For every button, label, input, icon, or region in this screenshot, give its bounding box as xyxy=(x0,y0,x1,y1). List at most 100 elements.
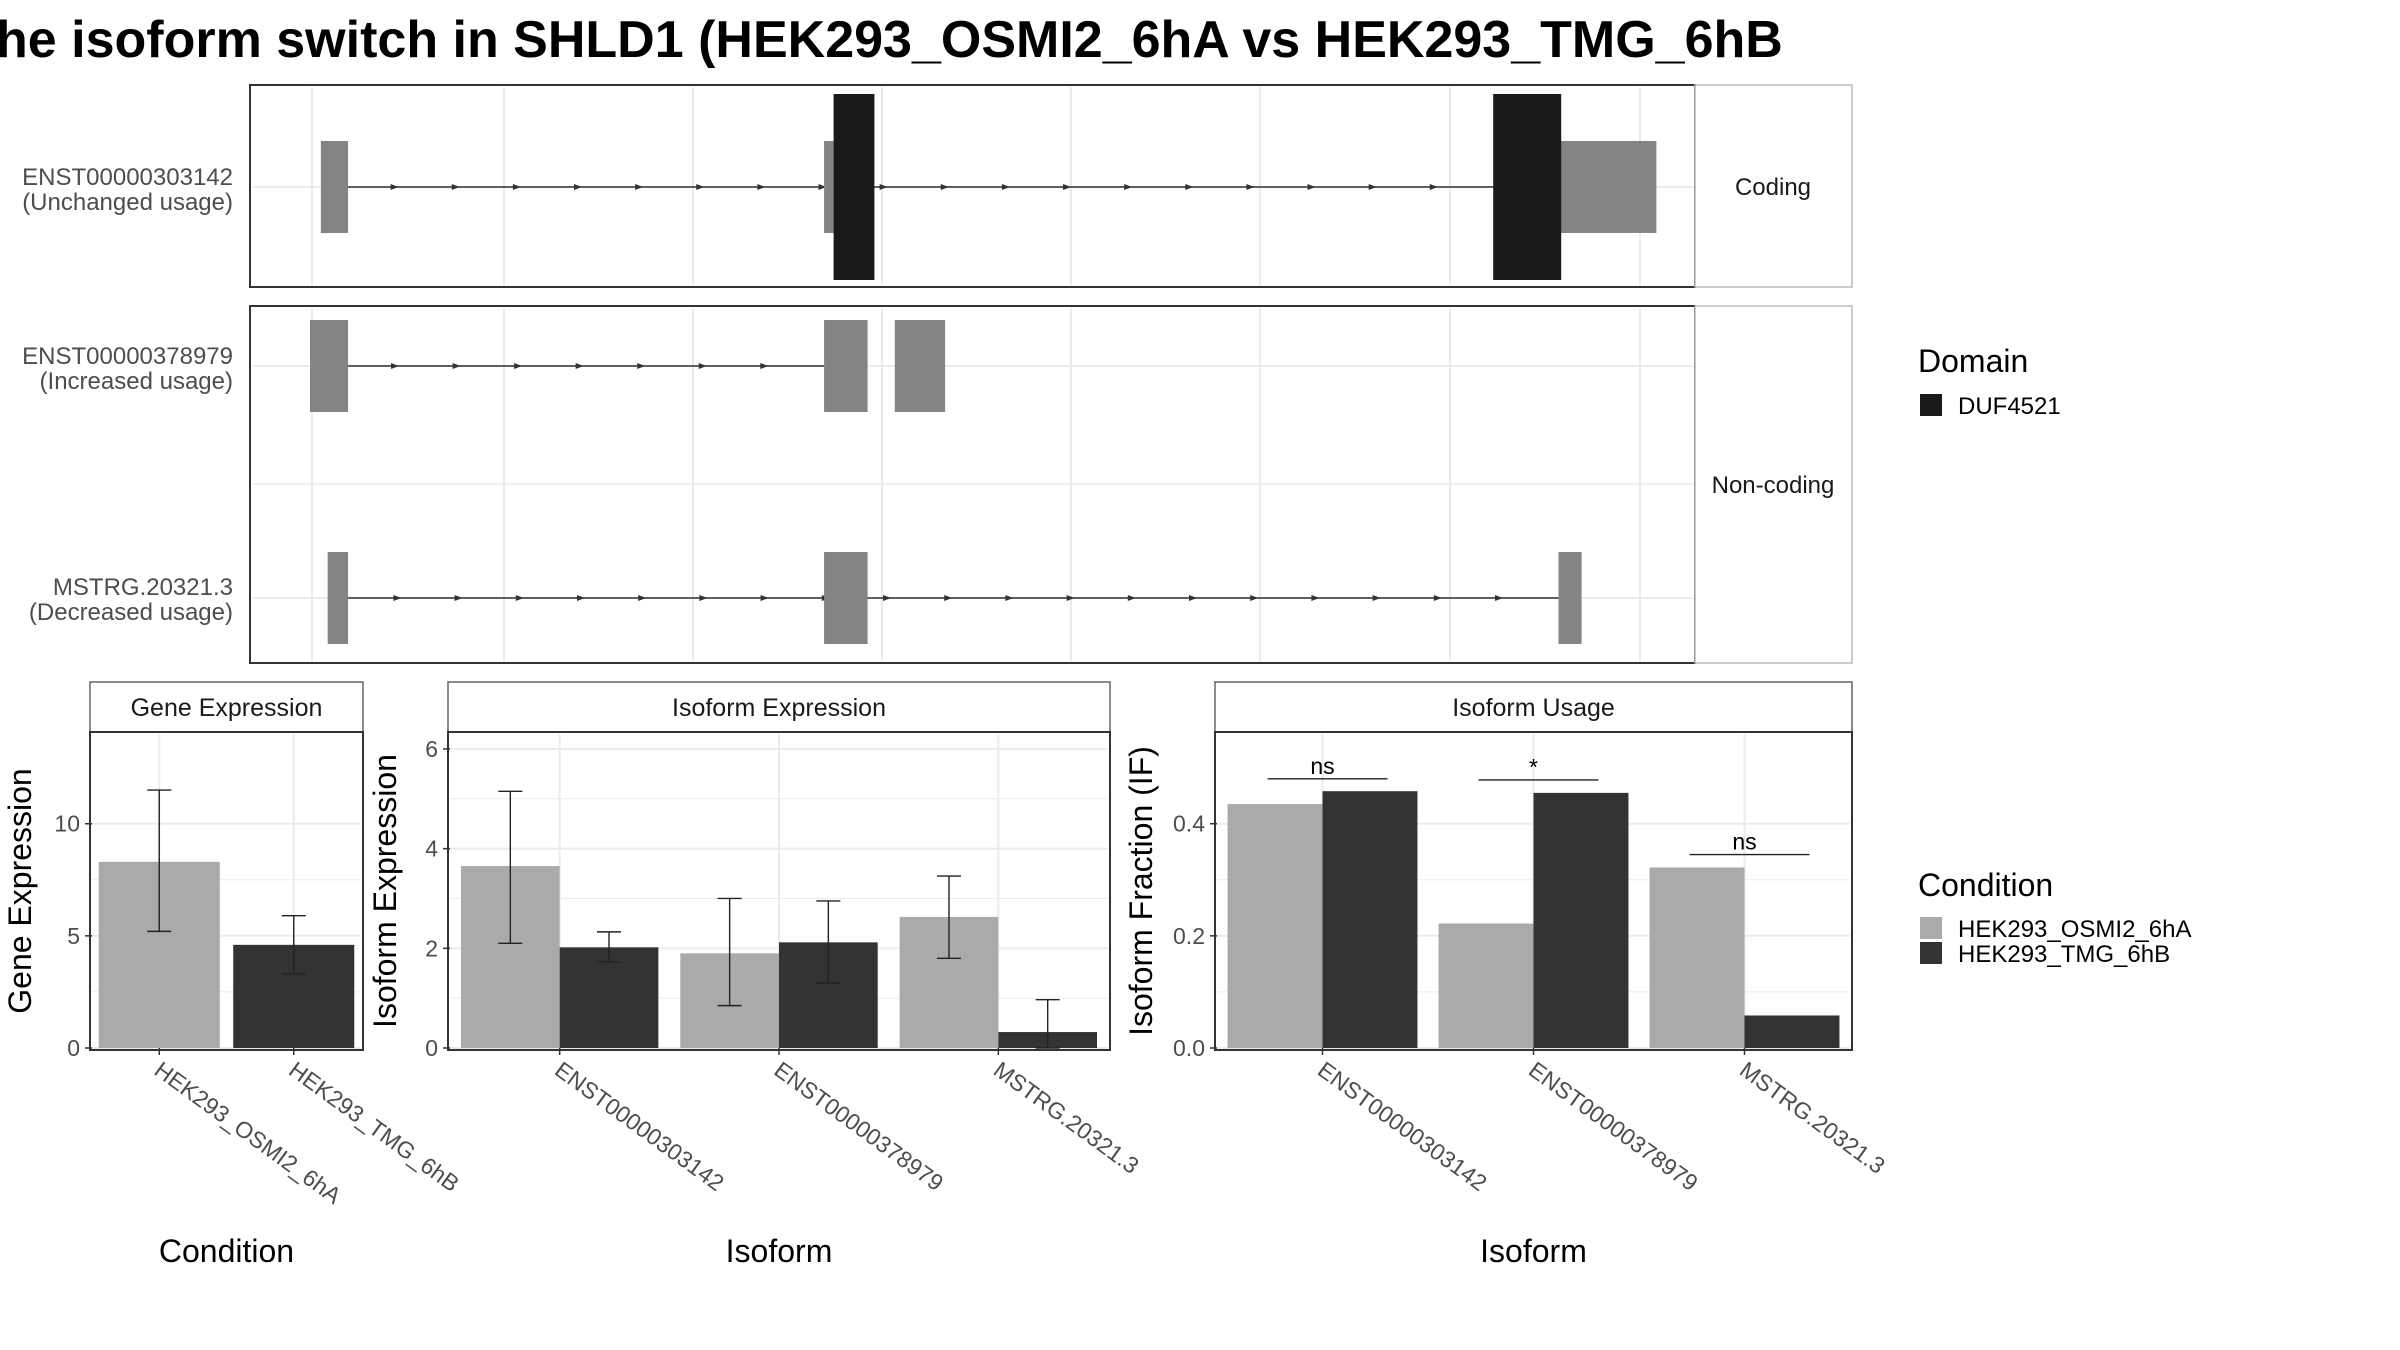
exon-block xyxy=(310,320,349,412)
intron-arrow xyxy=(1066,595,1075,601)
y-tick-label: 6 xyxy=(425,736,438,762)
intron-arrow xyxy=(575,363,584,369)
y-tick-label: 2 xyxy=(425,935,438,961)
intron-arrow xyxy=(696,184,705,190)
y-tick-label: 5 xyxy=(67,923,80,949)
intron-arrow xyxy=(1495,595,1503,601)
transcript-note-2: (Increased usage) xyxy=(40,368,233,395)
intron-arrow xyxy=(1124,184,1133,190)
significance-label: * xyxy=(1529,754,1538,780)
isoform-usage-strip xyxy=(1214,681,1853,733)
intron-arrow xyxy=(393,595,402,601)
intron-arrow xyxy=(1311,595,1320,601)
intron-arrow xyxy=(757,184,766,190)
intron-arrow xyxy=(637,363,646,369)
y-tick-label: 10 xyxy=(54,811,80,837)
isoform-expression-panel: Isoform Expression 0 2 4 6 ENST00000303142 EN… xyxy=(367,681,1144,1269)
isoform-expression-frame xyxy=(447,731,1111,1051)
intron-arrow xyxy=(1429,184,1438,190)
isoform-usage-frame xyxy=(1214,731,1853,1051)
condition-legend: Condition HEK293_OSMI2_6hA HEK293_TMG_6h… xyxy=(1918,867,2191,968)
domain-legend: Domain DUF4521 xyxy=(1918,343,2061,420)
intron-arrow xyxy=(635,184,644,190)
isoform-expression-y-title: Isoform Expression xyxy=(367,754,403,1028)
intron-arrow xyxy=(883,595,891,601)
intron-arrow xyxy=(451,184,460,190)
transcript-label-2: ENST00000378979 xyxy=(22,343,233,370)
x-tick-label: MSTRG.20321.3 xyxy=(1735,1056,1890,1178)
intron-arrow xyxy=(1250,595,1259,601)
y-tick-label: 0 xyxy=(67,1035,80,1061)
bar xyxy=(1227,804,1323,1048)
intron-arrow xyxy=(879,184,888,190)
transcript-note-1: (Unchanged usage) xyxy=(22,189,233,216)
bar xyxy=(1322,791,1418,1048)
transcript-tracks xyxy=(310,94,1657,644)
intron-arrow xyxy=(1189,595,1197,601)
transcript-note-3: (Decreased usage) xyxy=(29,599,233,626)
bar xyxy=(1649,867,1745,1048)
intron-arrow xyxy=(1372,595,1381,601)
x-tick-label: ENST00000303142 xyxy=(1313,1056,1492,1196)
x-tick-label: MSTRG.20321.3 xyxy=(989,1056,1144,1178)
exon-block xyxy=(824,141,834,233)
domain-legend-title: Domain xyxy=(1918,343,2028,379)
bar xyxy=(1744,1015,1840,1048)
exon-block xyxy=(1558,552,1582,644)
intron-arrow xyxy=(512,184,521,190)
exon-block xyxy=(320,141,349,233)
isoform-expression-strip-label: Isoform Expression xyxy=(672,694,886,722)
intron-arrow xyxy=(760,595,769,601)
intron-arrow xyxy=(1307,184,1316,190)
condition-legend-title: Condition xyxy=(1918,867,2053,903)
significance-label: ns xyxy=(1310,753,1334,779)
domain-legend-key xyxy=(1920,394,1942,416)
intron-arrow xyxy=(1368,184,1377,190)
intron-arrow xyxy=(515,595,524,601)
intron-arrow xyxy=(818,184,827,190)
y-tick-label: 0.0 xyxy=(1173,1035,1205,1061)
isoform-usage-x-title: Isoform xyxy=(1480,1233,1587,1269)
gene-expression-x-title: Condition xyxy=(159,1233,294,1269)
intron-arrow xyxy=(390,184,399,190)
intron-arrow xyxy=(452,363,461,369)
isoform-usage-y-title: Isoform Fraction (IF) xyxy=(1123,746,1159,1036)
bar xyxy=(559,947,659,1048)
x-tick-label: ENST00000378979 xyxy=(1524,1056,1703,1196)
transcript-label-3: MSTRG.20321.3 xyxy=(53,574,233,601)
x-tick-label: ENST00000378979 xyxy=(770,1056,949,1196)
figure-title: he isoform switch in SHLD1 (HEK293_OSMI2… xyxy=(0,11,1783,69)
noncoding-strip-label: Non-coding xyxy=(1712,472,1835,499)
intron-arrow xyxy=(391,363,400,369)
exon-block xyxy=(327,552,349,644)
coding-strip-label: Coding xyxy=(1735,174,1811,201)
intron-arrow xyxy=(573,184,582,190)
transcript-label-1: ENST00000303142 xyxy=(22,164,233,191)
exon-block xyxy=(824,320,868,412)
intron-arrow xyxy=(1063,184,1072,190)
bar xyxy=(1438,923,1534,1048)
isoform-expression-plot: 0 2 4 6 ENST00000303142 ENST00000378979 MSTRG.… xyxy=(425,734,1144,1196)
y-tick-label: 0 xyxy=(425,1035,438,1061)
y-tick-label: 0.4 xyxy=(1173,811,1205,837)
condition-legend-label-b: HEK293_TMG_6hB xyxy=(1958,941,2170,968)
isoform-usage-strip-label: Isoform Usage xyxy=(1452,694,1615,722)
intron-arrow xyxy=(1433,595,1442,601)
x-tick-label: ENST00000303142 xyxy=(550,1056,729,1196)
exon-block xyxy=(824,552,868,644)
y-tick-label: 0.2 xyxy=(1173,923,1205,949)
condition-legend-key-b xyxy=(1920,942,1942,964)
intron-arrow xyxy=(1185,184,1194,190)
significance-label: ns xyxy=(1732,829,1756,855)
intron-arrow xyxy=(577,595,585,601)
isoform-expression-strip xyxy=(447,681,1111,733)
y-tick-label: 4 xyxy=(425,836,438,862)
domain-exon-block xyxy=(833,94,875,280)
intron-arrow xyxy=(1001,184,1010,190)
domain-legend-label: DUF4521 xyxy=(1958,393,2061,420)
noncoding-strip xyxy=(1694,305,1853,664)
isoform-expression-x-title: Isoform xyxy=(726,1233,833,1269)
intron-arrow xyxy=(940,184,949,190)
gene-expression-y-title: Gene Expression xyxy=(2,768,38,1013)
